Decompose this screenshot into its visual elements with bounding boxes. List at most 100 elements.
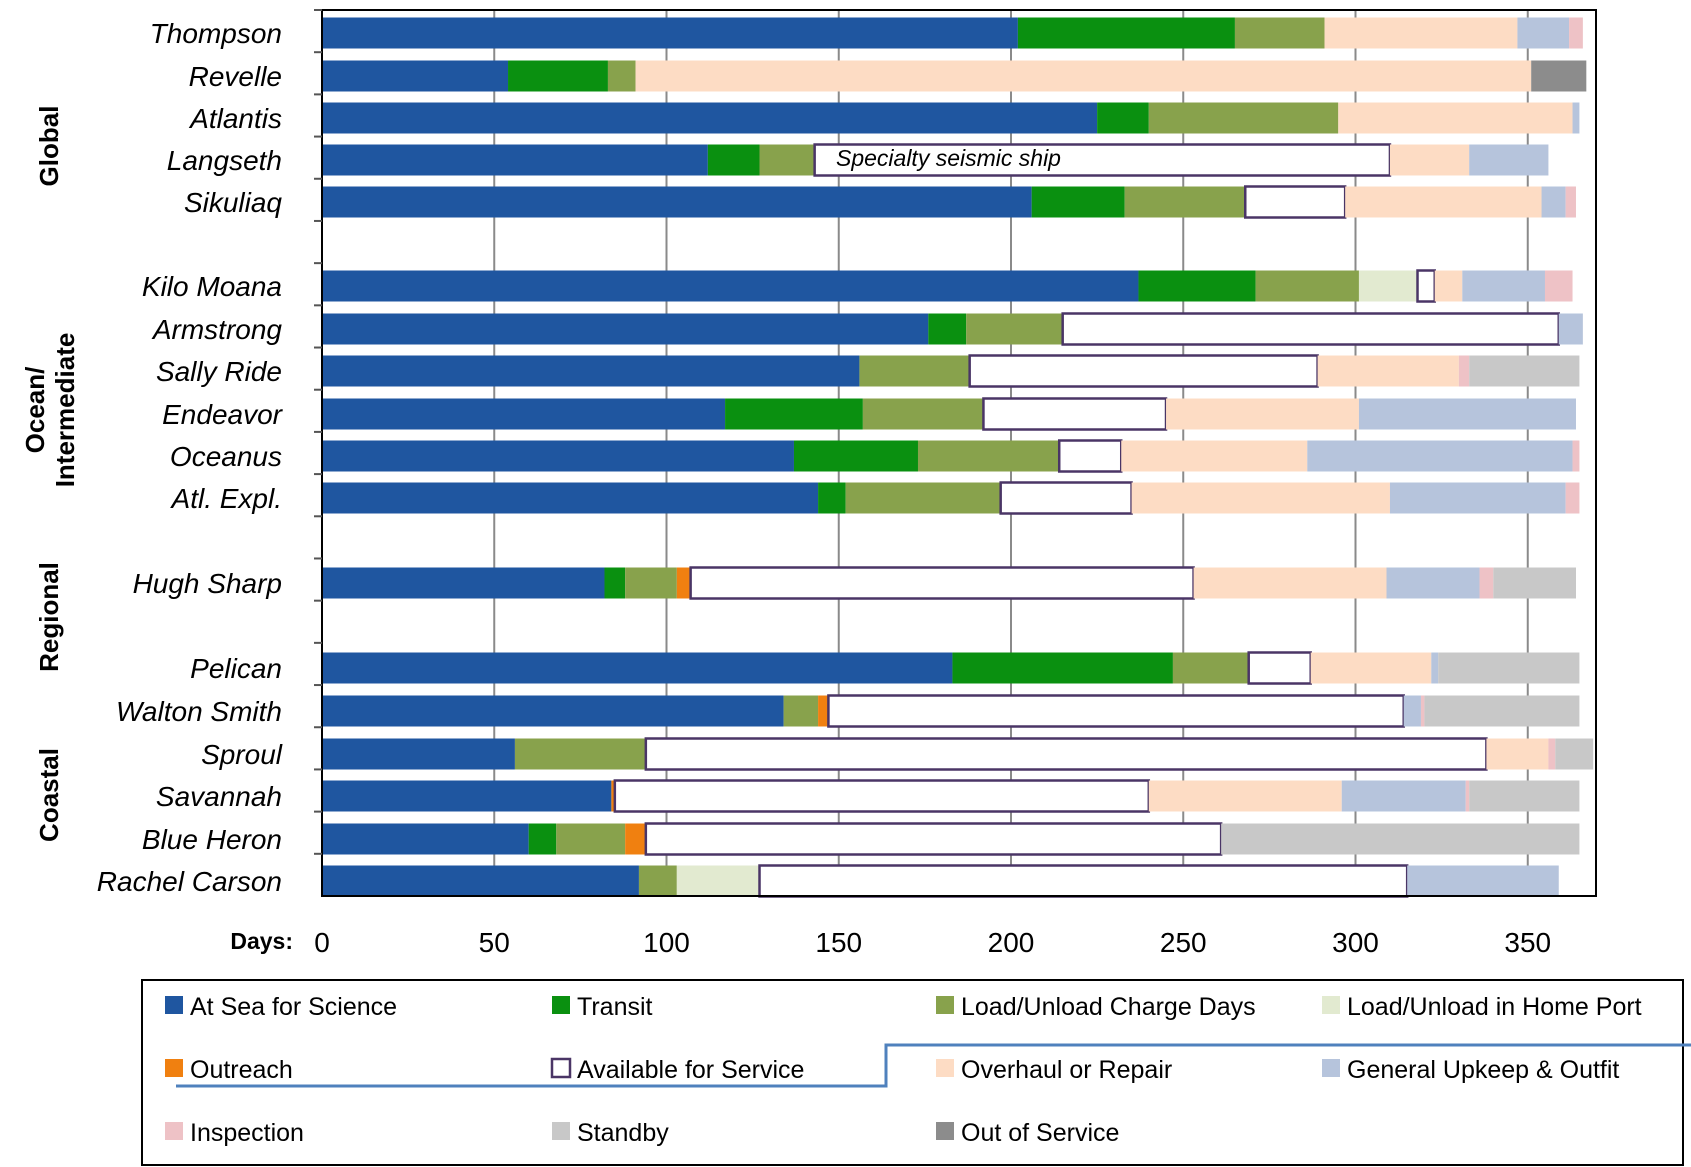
ship-label-sikuliaq: Sikuliaq (184, 187, 282, 218)
ship-label-kilo-moana: Kilo Moana (142, 271, 282, 302)
ship-label-atlantis: Atlantis (188, 103, 282, 134)
bar-sally-ride-available-for-service (968, 354, 1319, 388)
plot-frame (321, 9, 1597, 897)
bar-walton-smith-inspection (1420, 695, 1425, 727)
bar-thompson-at-sea-for-science (322, 17, 1018, 49)
legend-swatch-overhaul-or-repair (936, 1059, 954, 1077)
x-tick-label-200: 200 (988, 927, 1035, 958)
x-tick-label-0: 0 (314, 927, 330, 958)
bar-atlantis-transit (1097, 102, 1149, 134)
bar-revelle-at-sea-for-science (322, 60, 509, 92)
bar-thompson-load-unload-charge-days (1234, 17, 1325, 49)
bar-savannah-available-for-service (613, 779, 1151, 813)
bar-pelican-available-for-service (1247, 651, 1312, 685)
ship-label-oceanus: Oceanus (170, 441, 282, 472)
legend-label-outreach: Outreach (190, 1056, 293, 1084)
bar-atl-expl-at-sea-for-science (322, 482, 819, 514)
bar-sikuliaq-inspection (1565, 186, 1576, 218)
bar-thompson-overhaul-or-repair (1324, 17, 1518, 49)
legend-frame (141, 979, 1684, 1166)
bar-kilo-moana-transit (1138, 270, 1256, 302)
bar-oceanus-inspection (1572, 440, 1580, 472)
bar-rachel-carson-load-unload-charge-days (638, 865, 677, 897)
bar-atl-expl-available-for-service (999, 481, 1133, 515)
bar-hugh-sharp-inspection (1479, 567, 1494, 599)
bar-savannah-overhaul-or-repair (1148, 780, 1342, 812)
group-label-global: Global (34, 106, 64, 187)
ship-label-savannah: Savannah (156, 781, 282, 812)
bar-walton-smith-at-sea-for-science (322, 695, 784, 727)
legend-label-standby: Standby (577, 1119, 669, 1147)
legend-label-overhaul-or-repair: Overhaul or Repair (961, 1056, 1172, 1084)
bar-walton-smith-load-unload-charge-days (783, 695, 819, 727)
bar-atlantis-at-sea-for-science (322, 102, 1098, 134)
legend-swatch-inspection (165, 1122, 183, 1140)
bar-sproul-overhaul-or-repair (1486, 738, 1549, 770)
bar-blue-heron-load-unload-charge-days (556, 823, 626, 855)
bar-savannah-outreach (611, 780, 615, 812)
group-label-ocean-intermediate: Ocean/Intermediate (20, 333, 80, 488)
bar-revelle-overhaul-or-repair (635, 60, 1532, 92)
x-axis-label: Days: (230, 928, 293, 954)
bar-thompson-general-upkeep-outfit (1517, 17, 1570, 49)
bar-endeavor-transit (725, 398, 863, 430)
ship-label-sproul: Sproul (201, 739, 283, 770)
legend-label-at-sea-for-science: At Sea for Science (190, 993, 397, 1021)
bar-blue-heron-standby (1221, 823, 1580, 855)
bar-revelle-transit (508, 60, 608, 92)
bar-sally-ride-load-unload-charge-days (859, 355, 970, 387)
bar-sproul-load-unload-charge-days (514, 738, 646, 770)
bar-kilo-moana-available-for-service (1416, 269, 1436, 303)
bar-kilo-moana-load-unload-in-home-port (1358, 270, 1418, 302)
bar-hugh-sharp-overhaul-or-repair (1193, 567, 1387, 599)
legend-swatch-at-sea-for-science (165, 996, 183, 1014)
bar-hugh-sharp-general-upkeep-outfit (1386, 567, 1480, 599)
bar-pelican-general-upkeep-outfit (1431, 652, 1439, 684)
bar-sikuliaq-available-for-service (1244, 185, 1347, 219)
bar-sikuliaq-at-sea-for-science (322, 186, 1032, 218)
ship-label-sally-ride: Sally Ride (156, 356, 282, 387)
bar-atl-expl-transit (818, 482, 846, 514)
bar-rachel-carson-general-upkeep-outfit (1407, 865, 1559, 897)
bar-endeavor-overhaul-or-repair (1166, 398, 1359, 430)
bar-atlantis-load-unload-charge-days (1148, 102, 1339, 134)
bar-hugh-sharp-load-unload-charge-days (625, 567, 677, 599)
legend-swatch-load-unload-in-home-port (1322, 996, 1340, 1014)
bar-sproul-available-for-service (644, 737, 1488, 771)
bar-oceanus-load-unload-charge-days (917, 440, 1060, 472)
bar-armstrong-at-sea-for-science (322, 313, 929, 345)
legend-swatch-out-of-service (936, 1122, 954, 1140)
legend-swatch-general-upkeep-outfit (1322, 1059, 1340, 1077)
legend-swatch-transit (552, 996, 570, 1014)
bar-rachel-carson-at-sea-for-science (322, 865, 639, 897)
x-tick-label-50: 50 (479, 927, 510, 958)
bar-sally-ride-overhaul-or-repair (1317, 355, 1459, 387)
bar-oceanus-available-for-service (1057, 439, 1123, 473)
bar-kilo-moana-overhaul-or-repair (1434, 270, 1463, 302)
x-tick-label-100: 100 (643, 927, 690, 958)
group-labels: Global Ocean/Intermediate Regional Coastal (20, 106, 80, 842)
bar-pelican-transit (952, 652, 1173, 684)
bar-atl-expl-inspection (1565, 482, 1580, 514)
legend-swatch-load-unload-charge-days (936, 996, 954, 1014)
bar-armstrong-load-unload-charge-days (966, 313, 1063, 345)
annotation-seismic: Specialty seismic ship (836, 145, 1061, 171)
bar-kilo-moana-load-unload-charge-days (1255, 270, 1359, 302)
bar-blue-heron-available-for-service (644, 822, 1223, 856)
bar-langseth-available-for-service (813, 143, 1392, 177)
legend: At Sea for Science Transit Load/Unload Cha… (141, 979, 1691, 1166)
x-axis-ticks: 0 50 100 150 200 250 300 350 (314, 927, 1551, 958)
bar-thompson-inspection (1569, 17, 1583, 49)
bar-hugh-sharp-outreach (676, 567, 691, 599)
ship-label-thompson: Thompson (150, 18, 282, 49)
legend-label-out-of-service: Out of Service (961, 1119, 1119, 1147)
bars (322, 17, 1594, 898)
bar-langseth-transit (707, 144, 760, 176)
bar-sally-ride-inspection (1458, 355, 1470, 387)
ship-label-pelican: Pelican (190, 653, 282, 684)
legend-swatch-standby (552, 1122, 570, 1140)
bar-savannah-at-sea-for-science (322, 780, 612, 812)
x-tick-label-350: 350 (1504, 927, 1551, 958)
group-label-coastal: Coastal (34, 748, 64, 842)
